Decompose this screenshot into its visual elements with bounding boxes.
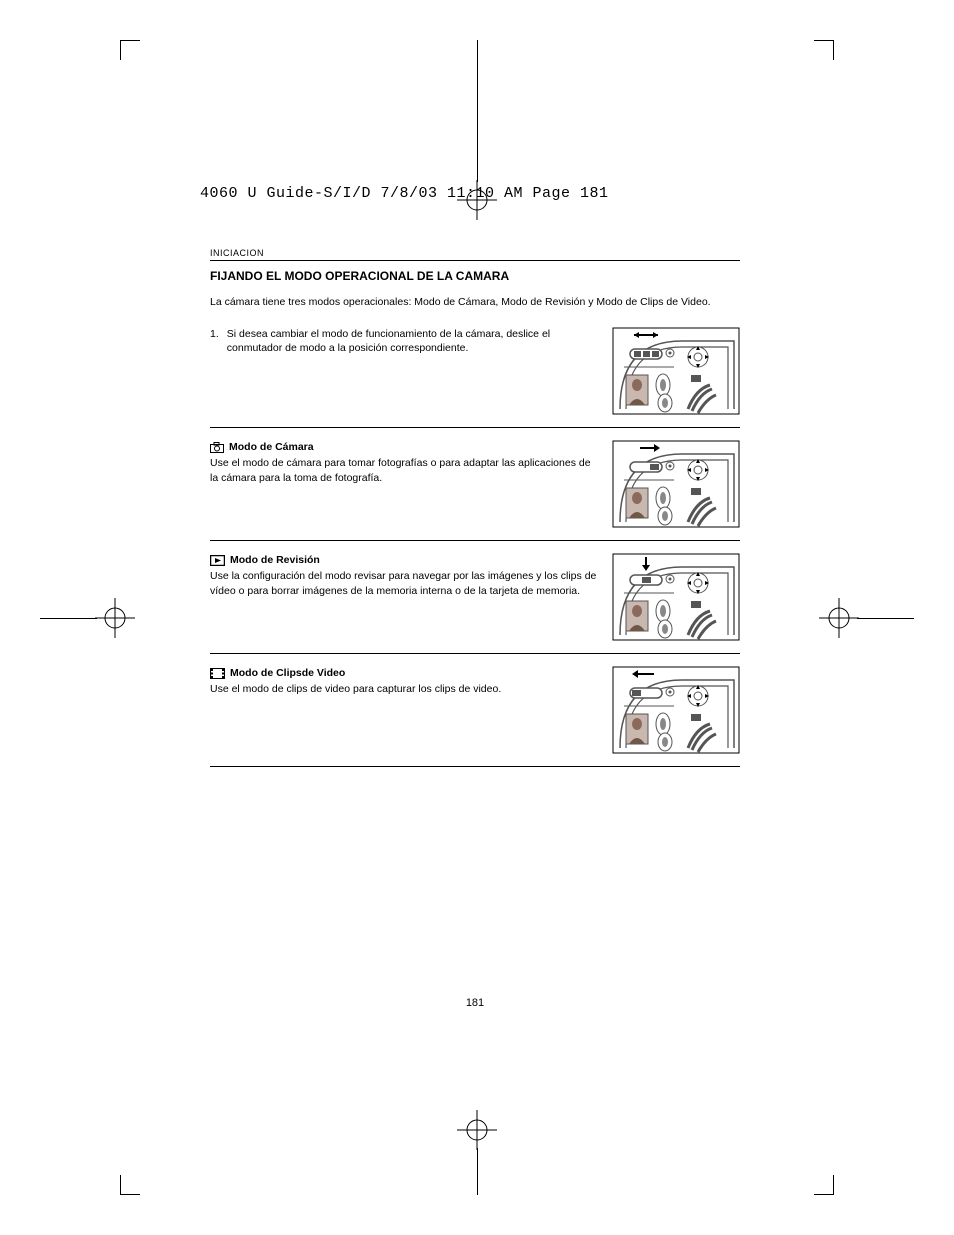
figure-video-mode xyxy=(612,666,740,754)
intro-text: La cámara tiene tres modos operacionales… xyxy=(210,295,740,309)
crop-mark-br xyxy=(814,1175,834,1195)
reg-line xyxy=(40,618,97,619)
step-row: 1. Si desea cambiar el modo de funcionam… xyxy=(210,327,740,428)
mode-heading: Modo de Cámara xyxy=(229,440,314,454)
registration-mark-icon xyxy=(95,598,135,638)
crop-mark-tr xyxy=(814,40,834,60)
step-text: Si desea cambiar el modo de funcionamien… xyxy=(227,327,598,355)
camera-icon xyxy=(210,442,224,453)
reg-line xyxy=(477,1148,478,1195)
header-slug: 4060 U Guide-S/I/D 7/8/03 11:10 AM Page … xyxy=(200,185,609,202)
crop-mark-bl xyxy=(120,1175,140,1195)
registration-mark-icon xyxy=(457,1110,497,1150)
page-content: INICIACION FIJANDO EL MODO OPERACIONAL D… xyxy=(210,248,740,1009)
page-title: FIJANDO EL MODO OPERACIONAL DE LA CAMARA xyxy=(210,269,740,283)
mode-row: Modo de Cámara Use el modo de cámara par… xyxy=(210,440,740,541)
crop-mark-tl xyxy=(120,40,140,60)
reg-line xyxy=(477,40,478,182)
mode-row: Modo de Clipsde Video Use el modo de cli… xyxy=(210,666,740,767)
mode-body: Use el modo de cámara para tomar fotogra… xyxy=(210,457,591,483)
registration-mark-icon xyxy=(819,598,859,638)
video-icon xyxy=(210,668,225,679)
chapter-label: INICIACION xyxy=(210,248,740,261)
page-number: 181 xyxy=(210,997,740,1009)
reg-line xyxy=(857,618,914,619)
figure-mode-switch xyxy=(612,327,740,415)
mode-body: Use la configuración del modo revisar pa… xyxy=(210,570,596,596)
figure-review-mode xyxy=(612,553,740,641)
figure-camera-mode xyxy=(612,440,740,528)
play-icon xyxy=(210,555,225,566)
mode-body: Use el modo de clips de video para captu… xyxy=(210,683,501,695)
step-number: 1. xyxy=(210,327,219,355)
mode-row: Modo de Revisión Use la configuración de… xyxy=(210,553,740,654)
mode-heading: Modo de Clipsde Video xyxy=(230,666,345,680)
mode-heading: Modo de Revisión xyxy=(230,553,320,567)
